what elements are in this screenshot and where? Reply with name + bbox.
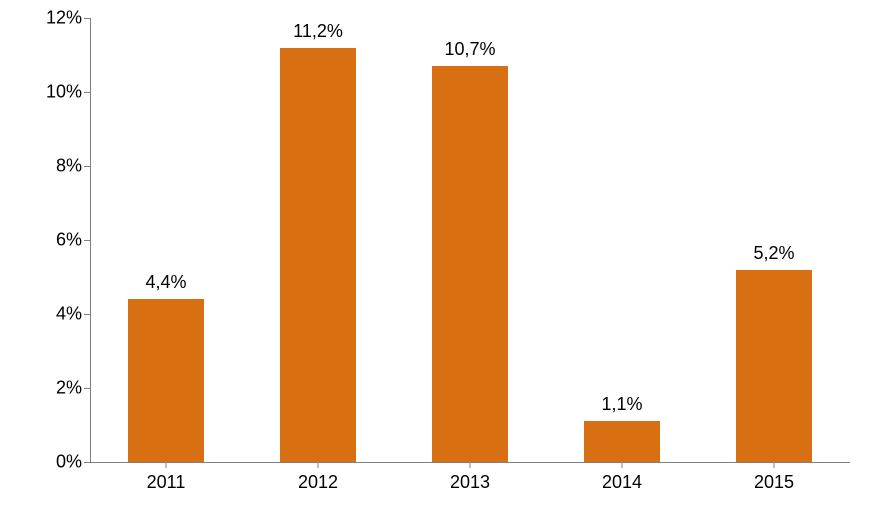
x-ticks: 2011 2012 2013 2014 2015 — [90, 462, 850, 493]
x-tick-mark — [470, 462, 471, 468]
x-tick-label: 2014 — [602, 472, 642, 493]
x-tick-label: 2012 — [298, 472, 338, 493]
y-tick-label: 12% — [46, 8, 82, 29]
x-category: 2015 — [698, 462, 850, 493]
x-category: 2014 — [546, 462, 698, 493]
bar-slot: 1,1% — [546, 18, 698, 462]
x-tick-mark — [318, 462, 319, 468]
x-category: 2011 — [90, 462, 242, 493]
market-share-bar-chart: Svensk marknadsandel under Juli 0%2%4%6%… — [0, 0, 881, 516]
bar-slot: 5,2% — [698, 18, 850, 462]
x-tick-mark — [166, 462, 167, 468]
y-tick-label: 10% — [46, 82, 82, 103]
bar-value-label: 1,1% — [601, 394, 642, 415]
y-tick-label: 2% — [56, 378, 82, 399]
bar-value-label: 11,2% — [293, 21, 343, 42]
x-tick-label: 2011 — [147, 472, 186, 493]
bar: 10,7% — [432, 66, 508, 462]
x-category: 2013 — [394, 462, 546, 493]
y-tick-label: 0% — [56, 452, 82, 473]
bar: 11,2% — [280, 48, 356, 462]
bar: 1,1% — [584, 421, 660, 462]
bars-container: 4,4% 11,2% 10,7% 1,1% 5,2% — [90, 18, 850, 462]
bar-slot: 4,4% — [90, 18, 242, 462]
x-category: 2012 — [242, 462, 394, 493]
plot-area: 0%2%4%6%8%10%12% 4,4%11,2%10,7%1,1%5,2% … — [90, 18, 850, 462]
y-tick-label: 4% — [56, 304, 82, 325]
bar: 4,4% — [128, 299, 204, 462]
y-tick-label: 8% — [56, 156, 82, 177]
x-tick-label: 2015 — [754, 472, 794, 493]
x-tick-label: 2013 — [450, 472, 490, 493]
x-tick-mark — [774, 462, 775, 468]
bar-value-label: 4,4% — [145, 272, 186, 293]
y-tick-label: 6% — [56, 230, 82, 251]
bar-slot: 10,7% — [394, 18, 546, 462]
bar-slot: 11,2% — [242, 18, 394, 462]
bar: 5,2% — [736, 270, 812, 462]
bar-value-label: 5,2% — [753, 243, 794, 264]
bar-value-label: 10,7% — [444, 39, 495, 60]
x-tick-mark — [622, 462, 623, 468]
